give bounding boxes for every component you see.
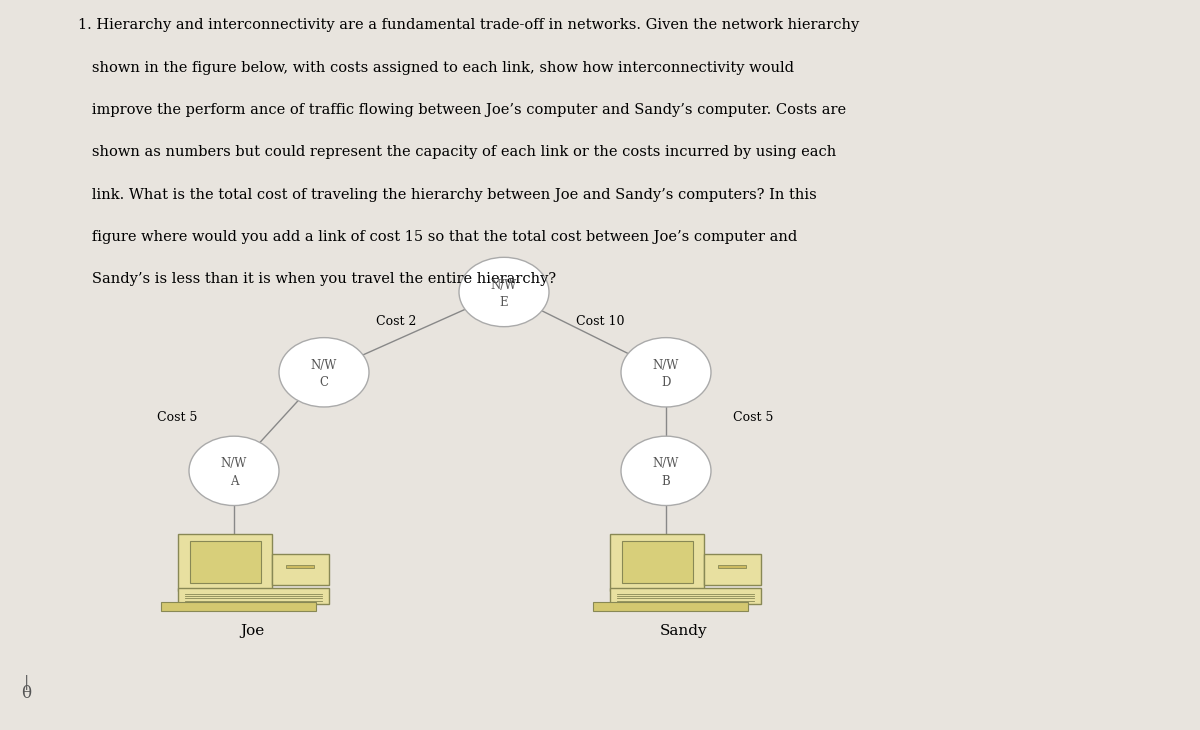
Text: Cost 2: Cost 2 xyxy=(376,315,416,328)
Bar xyxy=(286,564,314,568)
Text: B: B xyxy=(661,474,671,488)
Bar xyxy=(718,564,746,568)
FancyBboxPatch shape xyxy=(593,602,749,612)
Text: θ: θ xyxy=(22,685,31,702)
Text: Sandy: Sandy xyxy=(660,624,708,638)
Text: N/W: N/W xyxy=(311,359,337,372)
Text: figure where would you add a link of cost 15 so that the total cost between Joe’: figure where would you add a link of cos… xyxy=(78,230,797,244)
Text: Cost 10: Cost 10 xyxy=(576,315,624,328)
Text: |: | xyxy=(24,675,29,690)
Ellipse shape xyxy=(458,257,550,327)
FancyBboxPatch shape xyxy=(610,534,704,591)
FancyBboxPatch shape xyxy=(178,588,329,604)
FancyBboxPatch shape xyxy=(161,602,317,612)
FancyBboxPatch shape xyxy=(610,588,761,604)
Ellipse shape xyxy=(190,437,278,506)
Text: Cost 5: Cost 5 xyxy=(157,411,198,424)
Text: N/W: N/W xyxy=(491,279,517,291)
Text: shown as numbers but could represent the capacity of each link or the costs incu: shown as numbers but could represent the… xyxy=(78,145,836,159)
Text: link. What is the total cost of traveling the hierarchy between Joe and Sandy’s : link. What is the total cost of travelin… xyxy=(78,188,817,201)
Text: A: A xyxy=(229,474,239,488)
Text: E: E xyxy=(499,296,509,309)
Text: N/W: N/W xyxy=(653,359,679,372)
FancyBboxPatch shape xyxy=(704,554,761,585)
Text: D: D xyxy=(661,376,671,389)
Text: N/W: N/W xyxy=(653,458,679,470)
Ellipse shape xyxy=(278,337,370,407)
Text: Joe: Joe xyxy=(240,624,264,638)
Text: Cost 5: Cost 5 xyxy=(733,411,774,424)
Text: Sandy’s is less than it is when you travel the entire hierarchy?: Sandy’s is less than it is when you trav… xyxy=(78,272,556,286)
Text: N/W: N/W xyxy=(221,458,247,470)
FancyBboxPatch shape xyxy=(178,534,272,591)
Ellipse shape xyxy=(622,437,712,506)
Text: shown in the figure below, with costs assigned to each link, show how interconne: shown in the figure below, with costs as… xyxy=(78,61,794,74)
Ellipse shape xyxy=(622,337,712,407)
FancyBboxPatch shape xyxy=(622,541,692,583)
Text: 1. Hierarchy and interconnectivity are a fundamental trade-off in networks. Give: 1. Hierarchy and interconnectivity are a… xyxy=(78,18,859,32)
FancyBboxPatch shape xyxy=(190,541,260,583)
Text: C: C xyxy=(319,376,329,389)
Text: improve the perform ance of traffic flowing between Joe’s computer and Sandy’s c: improve the perform ance of traffic flow… xyxy=(78,103,846,117)
FancyBboxPatch shape xyxy=(272,554,329,585)
